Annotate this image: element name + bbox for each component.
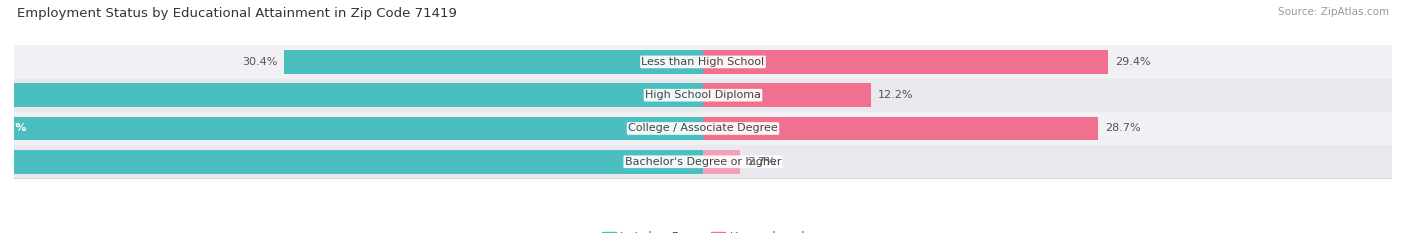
Text: Source: ZipAtlas.com: Source: ZipAtlas.com bbox=[1278, 7, 1389, 17]
Bar bbox=[14, 145, 1392, 178]
Text: 28.7%: 28.7% bbox=[1105, 123, 1140, 134]
Text: 12.2%: 12.2% bbox=[877, 90, 914, 100]
Bar bbox=[703, 83, 872, 107]
Bar bbox=[14, 79, 1392, 112]
Bar bbox=[0, 116, 703, 140]
Text: 52.7%: 52.7% bbox=[0, 123, 27, 134]
Text: College / Associate Degree: College / Associate Degree bbox=[628, 123, 778, 134]
Text: Bachelor's Degree or higher: Bachelor's Degree or higher bbox=[624, 157, 782, 167]
Text: Less than High School: Less than High School bbox=[641, 57, 765, 67]
Bar bbox=[703, 150, 740, 174]
Bar bbox=[14, 45, 1392, 79]
Bar bbox=[703, 50, 1108, 74]
Bar bbox=[14, 112, 1392, 145]
Bar bbox=[0, 150, 703, 174]
Text: High School Diploma: High School Diploma bbox=[645, 90, 761, 100]
Legend: In Labor Force, Unemployed: In Labor Force, Unemployed bbox=[598, 226, 808, 233]
Text: Employment Status by Educational Attainment in Zip Code 71419: Employment Status by Educational Attainm… bbox=[17, 7, 457, 20]
Text: 29.4%: 29.4% bbox=[1115, 57, 1150, 67]
Bar bbox=[0, 83, 703, 107]
Bar bbox=[703, 116, 1098, 140]
Text: 2.7%: 2.7% bbox=[747, 157, 776, 167]
Bar bbox=[284, 50, 703, 74]
Text: 30.4%: 30.4% bbox=[242, 57, 277, 67]
